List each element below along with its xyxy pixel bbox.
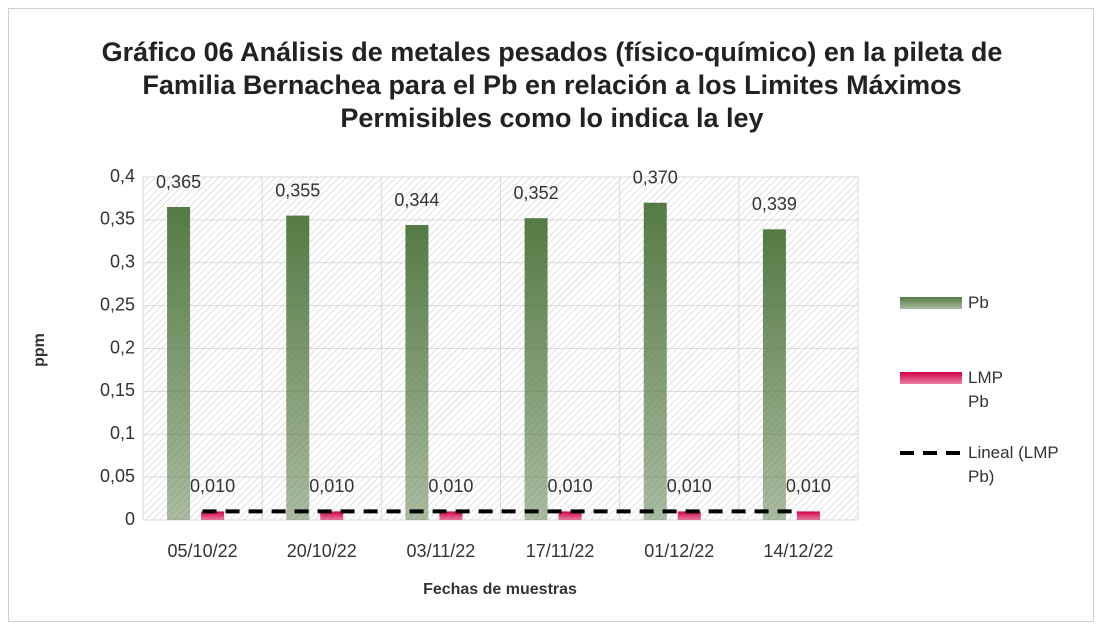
- data-label: 0,344: [394, 190, 439, 210]
- bar: [524, 218, 548, 520]
- bar: [677, 511, 701, 520]
- bar: [558, 511, 582, 520]
- y-tick-label: 0,15: [100, 380, 135, 400]
- y-tick-label: 0,05: [100, 466, 135, 486]
- x-tick-label: 05/10/22: [168, 541, 238, 561]
- bar: [762, 229, 786, 520]
- bar: [796, 511, 820, 520]
- bar: [405, 225, 429, 520]
- y-tick-label: 0,3: [110, 252, 135, 272]
- x-tick-label: 01/12/22: [644, 541, 714, 561]
- data-label: 0,010: [667, 476, 712, 496]
- data-label: 0,365: [156, 172, 201, 192]
- chart-title: Gráfico 06 Análisis de metales pesados (…: [101, 37, 1003, 133]
- y-tick-label: 0: [125, 509, 135, 529]
- bar: [439, 511, 463, 520]
- y-tick-label: 0,35: [100, 209, 135, 229]
- data-label: 0,352: [514, 183, 559, 203]
- bar: [201, 511, 225, 520]
- legend-swatch: [900, 297, 962, 309]
- data-label: 0,010: [548, 476, 593, 496]
- x-tick-label: 20/10/22: [287, 541, 357, 561]
- data-label: 0,010: [428, 476, 473, 496]
- legend-label: LMP Pb: [968, 368, 1003, 411]
- y-tick-label: 0,2: [110, 337, 135, 357]
- data-label: 0,370: [633, 167, 678, 187]
- data-label: 0,010: [786, 476, 831, 496]
- bar: [643, 202, 667, 520]
- bar: [286, 215, 310, 520]
- legend-label: Pb: [968, 293, 989, 312]
- data-label: 0,010: [190, 476, 235, 496]
- y-tick-label: 0,25: [100, 294, 135, 314]
- data-label: 0,010: [309, 476, 354, 496]
- x-tick-label: 03/11/22: [407, 541, 476, 561]
- bar: [167, 207, 191, 520]
- y-tick-label: 0,4: [110, 166, 135, 186]
- x-tick-label: 14/12/22: [763, 541, 833, 561]
- y-axis-label: ppm: [31, 333, 48, 367]
- legend-label: Lineal (LMP Pb): [968, 443, 1059, 486]
- legend-swatch: [900, 372, 962, 384]
- x-tick-label: 17/11/22: [526, 541, 595, 561]
- chart-frame: [8, 8, 1094, 622]
- y-tick-label: 0,1: [110, 423, 135, 443]
- x-axis-label: Fechas de muestras: [423, 581, 577, 598]
- data-label: 0,355: [275, 180, 320, 200]
- bar: [320, 511, 344, 520]
- data-label: 0,339: [752, 194, 797, 214]
